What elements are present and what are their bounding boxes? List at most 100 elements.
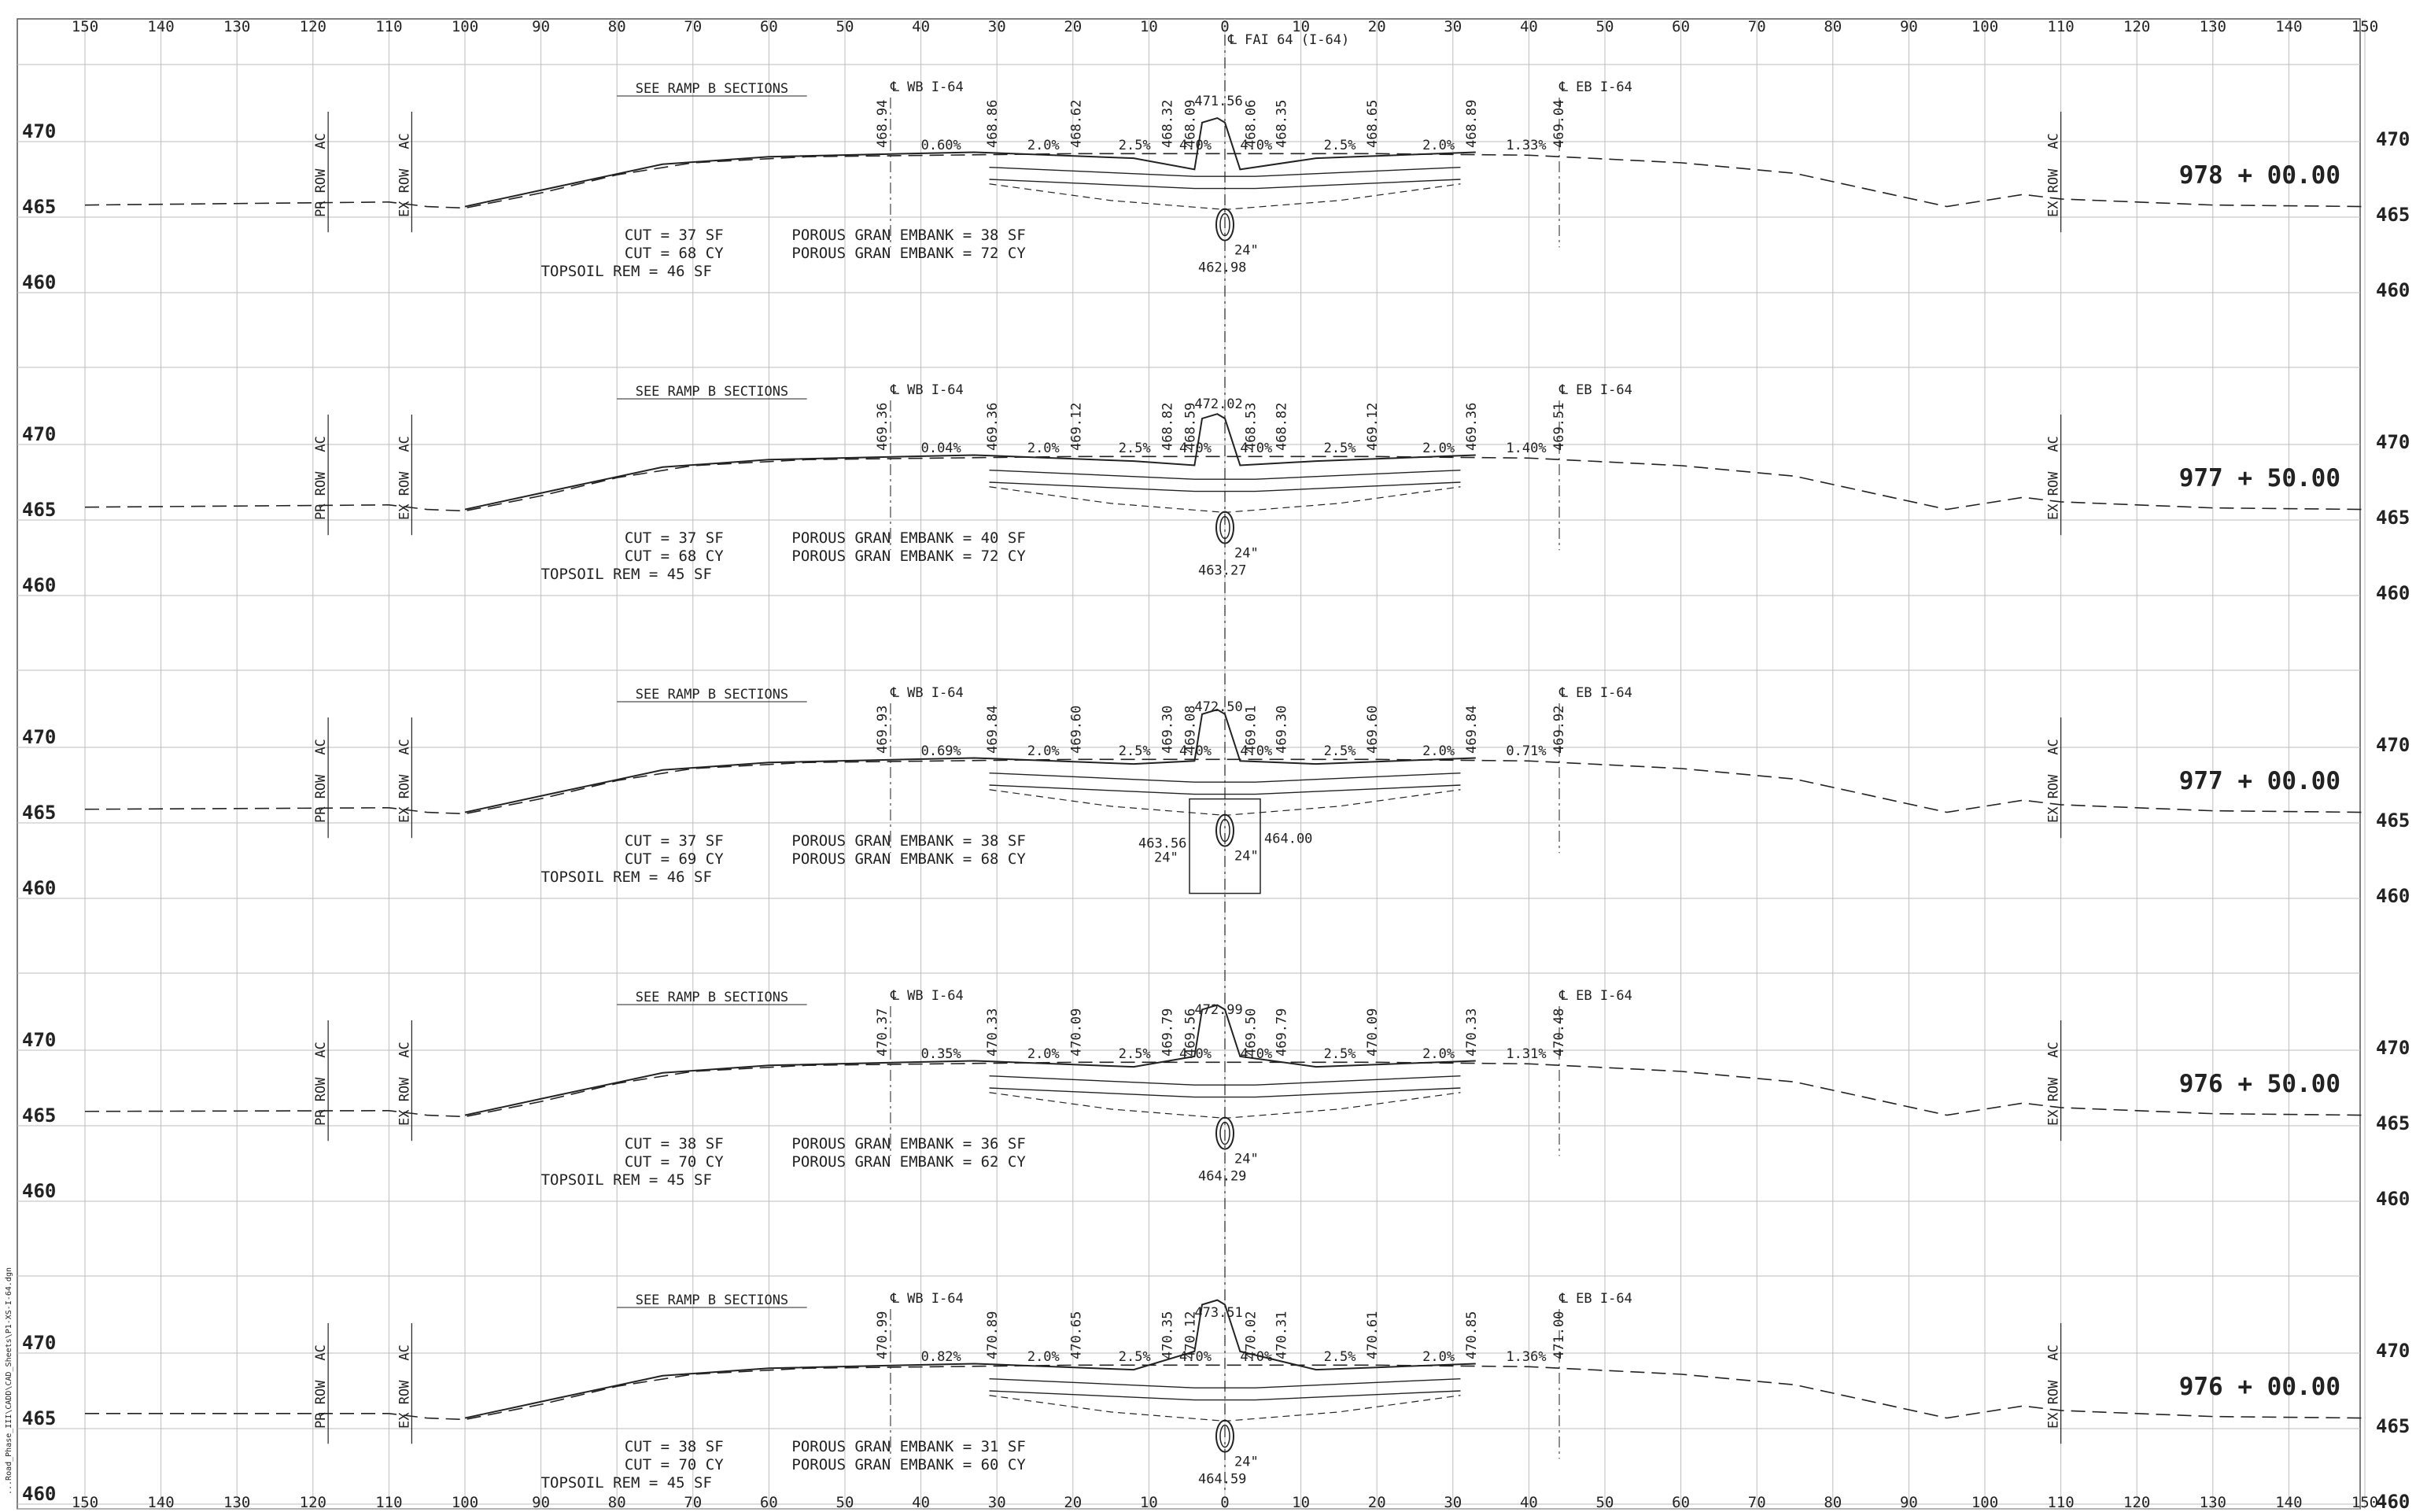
top-offset-tick-label: 40 [912, 18, 930, 35]
top-offset-tick-label: 20 [1064, 18, 1082, 35]
crown-elevation: 472.02 [1194, 396, 1242, 412]
top-offset-tick-label: 80 [608, 18, 626, 35]
top-offset-tick-label: 30 [1444, 18, 1462, 35]
right-elevation-callout: 470.85 [1464, 1311, 1480, 1359]
bottom-offset-tick-label: 60 [760, 1494, 778, 1511]
pavement-layer [989, 1390, 1461, 1401]
right-elevation-callout: 469.12 [1365, 403, 1381, 451]
right-elevation-callout: 469.36 [1464, 403, 1480, 451]
top-offset-tick-label: 0 [1220, 18, 1229, 35]
elevation-label-left: 465 [22, 499, 56, 521]
row-label: EX ROW [397, 1380, 412, 1429]
right-elevation-callout: 468.06 [1244, 100, 1260, 148]
elevation-label-right: 470 [2376, 1037, 2410, 1059]
row-label: EX ROW [2046, 774, 2062, 823]
crown-elevation: 473.51 [1194, 1305, 1242, 1321]
bottom-offset-tick-label: 10 [1140, 1494, 1158, 1511]
pipe-size-label: 24" [1234, 546, 1259, 562]
top-offset-tick-label: 120 [2123, 18, 2150, 35]
pavement-layer [989, 1075, 1461, 1086]
right-elevation-callout: 468.65 [1365, 100, 1381, 148]
pipe-size-label: 24" [1234, 1152, 1259, 1167]
elevation-label-right: 465 [2376, 1112, 2410, 1134]
left-elevation-callout: 469.08 [1182, 706, 1198, 754]
top-offset-tick-label: 30 [988, 18, 1006, 35]
ramp-note: SEE RAMP B SECTIONS [636, 384, 788, 400]
porous-embank-area: POROUS GRAN EMBANK = 31 SF [791, 1438, 1025, 1455]
eb-centerline-label: ℄ EB I-64 [1558, 79, 1632, 95]
crown-elevation: 472.50 [1194, 699, 1242, 715]
bottom-offset-tick-label: 60 [1672, 1494, 1690, 1511]
pavement-layer [989, 179, 1461, 190]
top-offset-tick-label: 90 [1900, 18, 1918, 35]
ac-label: AC [313, 739, 329, 754]
top-offset-tick-label: 140 [147, 18, 174, 35]
elevation-label-left: 465 [22, 1104, 56, 1127]
slope-label: 0.04% [921, 441, 961, 456]
elevation-label-left: 470 [22, 1029, 56, 1051]
right-elevation-callout: 469.92 [1551, 706, 1567, 754]
wb-centerline-label: ℄ WB I-64 [890, 1291, 964, 1307]
bottom-offset-tick-label: 140 [147, 1494, 174, 1511]
row-label: EX ROW [2046, 1077, 2062, 1126]
bottom-offset-tick-label: 30 [1444, 1494, 1462, 1511]
right-elevation-callout: 471.00 [1551, 1311, 1567, 1359]
right-elevation-callout: 470.31 [1274, 1311, 1289, 1359]
bottom-offset-tick-label: 90 [532, 1494, 550, 1511]
porous-embank-area: POROUS GRAN EMBANK = 38 SF [791, 227, 1025, 244]
elevation-label-left: 470 [22, 423, 56, 445]
bottom-offset-tick-label: 40 [912, 1494, 930, 1511]
bottom-offset-tick-label: 100 [1971, 1494, 1998, 1511]
slope-label: 2.0% [1422, 1349, 1455, 1365]
right-elevation-callout: 469.30 [1274, 706, 1289, 754]
right-elevation-callout: 470.61 [1365, 1311, 1381, 1359]
left-elevation-callout: 468.94 [875, 100, 891, 148]
ramp-note: SEE RAMP B SECTIONS [636, 990, 788, 1005]
bottom-offset-tick-label: 20 [1368, 1494, 1386, 1511]
porous-embank-area: POROUS GRAN EMBANK = 38 SF [791, 832, 1025, 850]
slope-label: 0.71% [1506, 743, 1546, 759]
right-elevation-callout: 468.89 [1464, 100, 1480, 148]
top-offset-tick-label: 110 [2047, 18, 2074, 35]
slope-label: 4.0% [1240, 1046, 1272, 1062]
left-elevation-callout: 469.30 [1160, 706, 1175, 754]
bottom-offset-tick-label: 110 [2047, 1494, 2074, 1511]
slope-label: 1.40% [1506, 441, 1546, 456]
right-elevation-callout: 469.51 [1551, 403, 1567, 451]
top-offset-tick-label: 50 [1596, 18, 1614, 35]
right-elevation-callout: 470.33 [1464, 1009, 1480, 1057]
elevation-label-right: 470 [2376, 734, 2410, 756]
bottom-offset-tick-label: 40 [1520, 1494, 1538, 1511]
pavement-layer [989, 481, 1461, 492]
left-elevation-callout: 470.89 [985, 1311, 1001, 1359]
porous-embank-area: POROUS GRAN EMBANK = 36 SF [791, 1135, 1025, 1152]
cut-area: CUT = 38 SF [625, 1438, 724, 1455]
top-offset-tick-label: 70 [1748, 18, 1766, 35]
elevation-label-right: 470 [2376, 1340, 2410, 1362]
row-label: PR ROW [313, 774, 329, 823]
ac-label: AC [2046, 1042, 2062, 1057]
wb-centerline-label: ℄ WB I-64 [890, 988, 964, 1004]
right-elevation-callout: 470.02 [1244, 1311, 1260, 1359]
pipe-invert-elevation: 463.27 [1198, 563, 1246, 579]
left-elevation-callout: 469.93 [875, 706, 891, 754]
slope-label: 4.0% [1240, 1349, 1272, 1365]
row-label: PR ROW [313, 168, 329, 217]
left-elevation-callout: 469.36 [875, 403, 891, 451]
bottom-offset-tick-label: 140 [2275, 1494, 2302, 1511]
pavement-layer [989, 166, 1461, 177]
elevation-label-right: 460 [2376, 582, 2410, 604]
porous-embank-volume: POROUS GRAN EMBANK = 68 CY [791, 850, 1026, 868]
offset-axis: 1501501401401301301201201101101001009090… [5, 18, 2378, 1511]
pipe-left-size: 24" [1154, 850, 1178, 866]
cut-volume: CUT = 70 CY [625, 1456, 724, 1473]
left-elevation-callout: 470.37 [875, 1009, 891, 1057]
slope-label: 4.0% [1240, 441, 1272, 456]
left-elevation-callout: 470.99 [875, 1311, 891, 1359]
left-elevation-callout: 470.65 [1068, 1311, 1084, 1359]
bottom-offset-tick-label: 80 [608, 1494, 626, 1511]
pipe-left-invert: 463.56 [1138, 836, 1186, 852]
left-elevation-callout: 469.79 [1160, 1009, 1175, 1057]
elevation-label-left: 470 [22, 120, 56, 142]
